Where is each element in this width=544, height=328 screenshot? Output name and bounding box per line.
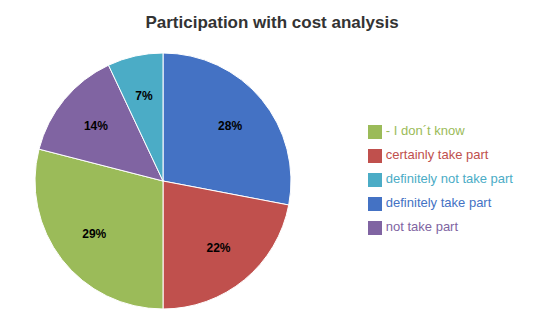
svg-text:14%: 14%: [84, 119, 108, 133]
html-text:Participation with cost analys: Participation with cost analysis: [145, 13, 399, 32]
svg-text:28%: 28%: [218, 119, 242, 133]
html-text:not take part: not take part: [385, 219, 459, 234]
svg-text:7%: 7%: [135, 89, 153, 103]
svg-text:29%: 29%: [82, 227, 106, 241]
svg-text:22%: 22%: [206, 241, 230, 255]
html-text:certainly take part: certainly take part: [385, 147, 489, 162]
html-text:- I don´t know: - I don´t know: [385, 123, 465, 138]
html-text:definitely take part: definitely take part: [385, 195, 492, 210]
html-text:definitely not take part: definitely not take part: [385, 171, 513, 186]
